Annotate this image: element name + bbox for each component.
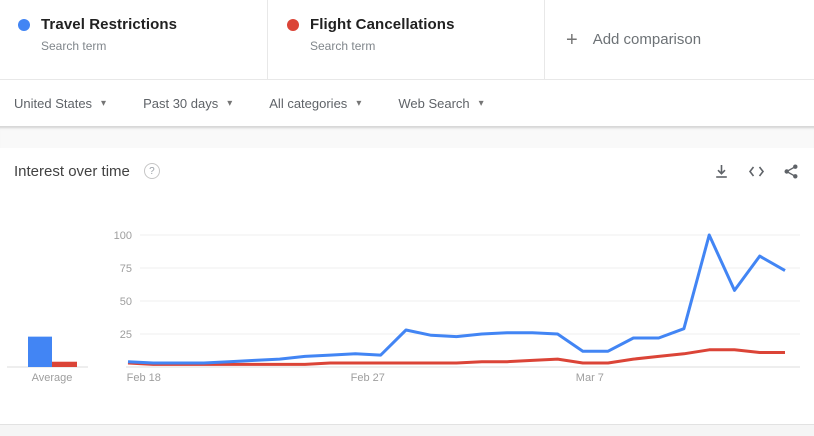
filter-bar: United States ▾ Past 30 days ▾ All categ… <box>0 80 814 126</box>
chevron-down-icon: ▾ <box>101 97 107 109</box>
term-text: Travel Restrictions Search term <box>41 15 177 79</box>
comparison-bar: Travel Restrictions Search term Flight C… <box>0 0 814 80</box>
filter-label: All categories <box>269 95 348 111</box>
add-comparison-button[interactable]: + Add comparison <box>545 0 814 79</box>
add-comparison-label: Add comparison <box>592 31 702 48</box>
average-bar-flight-cancellations <box>52 361 77 367</box>
page-bottom-strip <box>0 424 814 436</box>
term-subtitle: Search term <box>310 39 376 53</box>
download-icon[interactable] <box>714 164 729 179</box>
series-line-travel-restrictions <box>127 233 786 365</box>
filter-time-range-dropdown[interactable]: Past 30 days ▾ <box>143 96 232 111</box>
x-axis-tick-label: Feb 27 <box>351 372 385 384</box>
average-label: Average <box>32 372 73 384</box>
series-line-flight-cancellations <box>127 348 785 366</box>
average-bar-travel-restrictions <box>28 336 52 367</box>
section-separator <box>0 126 814 148</box>
series-color-dot-red <box>287 19 299 31</box>
chevron-down-icon: ▾ <box>478 97 484 109</box>
y-axis-tick-label: 75 <box>120 263 132 275</box>
series-color-dot-blue <box>18 19 30 31</box>
filter-search-type-dropdown[interactable]: Web Search ▾ <box>398 96 483 111</box>
interest-over-time-card: Interest over time ? 25 50 75 100 Feb 18 Feb … <box>0 148 814 424</box>
filter-category-dropdown[interactable]: All categories ▾ <box>269 96 361 111</box>
help-icon[interactable]: ? <box>143 163 160 179</box>
embed-icon[interactable] <box>748 165 765 178</box>
chevron-down-icon: ▾ <box>227 97 233 109</box>
section-header: Interest over time ? <box>0 148 814 194</box>
plus-icon: + <box>566 28 578 51</box>
chevron-down-icon: ▾ <box>356 97 362 109</box>
y-axis-tick-label: 25 <box>120 329 132 341</box>
chart-actions <box>714 164 798 179</box>
filter-label: Past 30 days <box>143 95 219 111</box>
search-term-chip-flight-cancellations[interactable]: Flight Cancellations Search term <box>268 0 545 79</box>
y-axis-tick-label: 50 <box>120 296 132 308</box>
y-axis-tick-label: 100 <box>114 230 132 242</box>
section-title: Interest over time <box>14 162 130 180</box>
search-term-chip-travel-restrictions[interactable]: Travel Restrictions Search term <box>0 0 268 79</box>
term-subtitle: Search term <box>41 39 107 53</box>
filter-label: United States <box>14 95 93 111</box>
term-text: Flight Cancellations Search term <box>310 15 455 79</box>
filter-label: Web Search <box>398 95 470 111</box>
x-axis-tick-label: Mar 7 <box>576 372 604 384</box>
filter-country-dropdown[interactable]: United States ▾ <box>14 96 106 111</box>
term-title: Travel Restrictions <box>41 16 178 33</box>
share-icon[interactable] <box>784 164 798 179</box>
interest-over-time-chart: 25 50 75 100 Feb 18 Feb 27 Mar 7 Average <box>7 230 800 384</box>
term-title: Flight Cancellations <box>310 16 455 33</box>
x-axis-tick-label: Feb 18 <box>127 372 161 384</box>
